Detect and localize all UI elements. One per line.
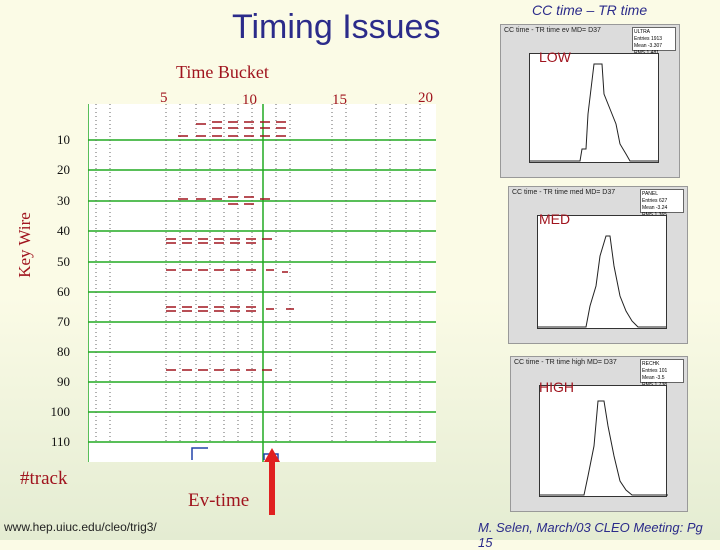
track-label: #track xyxy=(20,468,68,489)
histogram-low-header: CC time - TR time ev MD= D37 xyxy=(504,27,601,34)
histogram-high-tag: HIGH xyxy=(539,379,574,395)
histogram-high: CC time - TR time high MD= D37 RECHK Ent… xyxy=(510,356,688,512)
histogram-low-area xyxy=(529,53,659,163)
histogram-med-area xyxy=(537,215,667,329)
timing-plot xyxy=(87,104,436,469)
track-steps xyxy=(191,447,298,469)
histogram-high-stats: RECHK Entries 101 Mean -3.5 RMS 1.738 xyxy=(640,359,684,388)
histogram-med-curve xyxy=(538,235,666,328)
ev-time-label: Ev-time xyxy=(188,490,250,511)
y-tick-10: 10 xyxy=(57,132,70,147)
y-tick-80: 80 xyxy=(57,344,70,359)
cc-time-title: CC time – TR time xyxy=(532,2,648,18)
source-url: www.hep.uiuc.edu/cleo/trig3/ xyxy=(4,520,157,534)
dotted-columns xyxy=(95,104,421,444)
y-tick-30: 30 xyxy=(57,193,70,208)
histogram-low: CC time - TR time ev MD= D37 ULTRA Entri… xyxy=(500,24,680,178)
y-tick-20: 20 xyxy=(57,162,70,177)
hit-marks xyxy=(166,121,294,371)
y-tick-70: 70 xyxy=(57,314,70,329)
slide-footer: M. Selen, March/03 CLEO Meeting: Pg 15 xyxy=(478,520,703,550)
timing-grid xyxy=(87,104,436,469)
histogram-high-curve xyxy=(540,400,668,496)
histogram-low-tag: LOW xyxy=(539,49,571,65)
y-tick-40: 40 xyxy=(57,223,70,238)
histogram-med: CC time - TR time med MD= D37 PANEL Entr… xyxy=(508,186,688,344)
histogram-high-header: CC time - TR time high MD= D37 xyxy=(514,359,617,366)
time-bucket-label: Time Bucket xyxy=(176,62,269,82)
y-tick-100: 100 xyxy=(50,404,71,419)
x-tick-20: 20 xyxy=(418,90,433,106)
y-tick-60: 60 xyxy=(57,284,70,299)
histogram-med-stats: PANEL Entries 627 Mean -3.24 RMS 1.365 xyxy=(640,189,684,218)
y-tick-110: 110 xyxy=(50,434,70,449)
histogram-low-stats: ULTRA Entries 1913 Mean -3.307 RMS 1.481 xyxy=(632,27,676,56)
key-wire-label: Key Wire xyxy=(14,212,34,278)
x-tick-5: 5 xyxy=(160,90,168,106)
histogram-low-curve xyxy=(530,63,658,162)
y-tick-90: 90 xyxy=(57,374,70,389)
slide-title: Timing Issues xyxy=(232,8,441,46)
histogram-med-header: CC time - TR time med MD= D37 xyxy=(512,189,616,196)
y-tick-50: 50 xyxy=(57,254,70,269)
histogram-high-area xyxy=(539,385,668,497)
histogram-med-tag: MED xyxy=(539,211,571,227)
red-arrow-icon xyxy=(264,448,280,515)
green-grid-lines xyxy=(87,104,436,462)
